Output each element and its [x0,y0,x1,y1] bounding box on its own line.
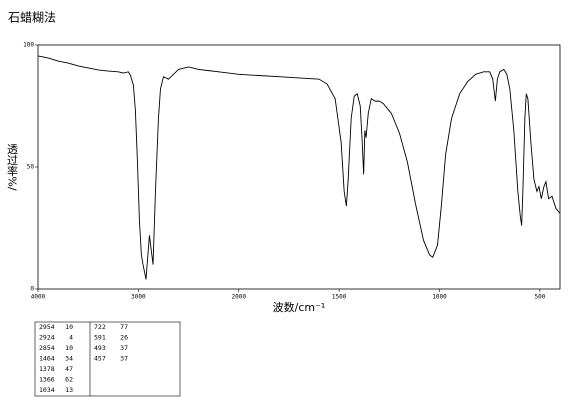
plot-frame [37,44,561,290]
peak-intensity: 26 [120,334,128,342]
peak-wavenumber: 1034 [39,386,55,394]
peak-wavenumber: 2924 [39,334,55,342]
peak-wavenumber: 1366 [39,376,55,384]
peak-wavenumber: 2954 [39,323,55,331]
peak-intensity: 37 [120,355,128,363]
x-tick-label: 2000 [232,294,247,301]
x-tick-label: 1000 [432,294,447,301]
peak-wavenumber: 591 [94,334,106,342]
peak-wavenumber: 1378 [39,365,55,373]
spectrum-line [37,55,561,280]
y-tick-label: 100 [23,42,34,49]
peak-intensity: 62 [65,376,73,384]
peak-wavenumber: 2854 [39,344,55,352]
x-tick-label: 4000 [31,294,46,301]
chart-title: 石蜡糊法 [8,10,56,25]
x-tick-label: 500 [535,294,546,301]
peak-wavenumber: 457 [94,355,106,363]
peak-intensity: 10 [65,323,73,331]
y-axis-label: 透过率%/ [6,143,19,191]
y-tick-label: 50 [27,164,35,171]
peak-wavenumber: 1464 [39,355,55,363]
peak-intensity: 34 [65,355,73,363]
peak-intensity: 77 [120,323,128,331]
y-tick-label: 0 [30,286,34,293]
peak-intensity: 13 [65,386,73,394]
peak-intensity: 4 [69,334,73,342]
peak-intensity: 47 [65,365,73,373]
x-tick-label: 1500 [332,294,347,301]
x-tick-label: 3000 [131,294,146,301]
peak-intensity: 10 [65,344,73,352]
peak-intensity: 37 [120,344,128,352]
peak-table-frame [34,321,181,397]
peak-wavenumber: 493 [94,344,106,352]
peak-wavenumber: 722 [94,323,106,331]
x-axis-label: 波数/cm⁻¹ [273,301,326,314]
